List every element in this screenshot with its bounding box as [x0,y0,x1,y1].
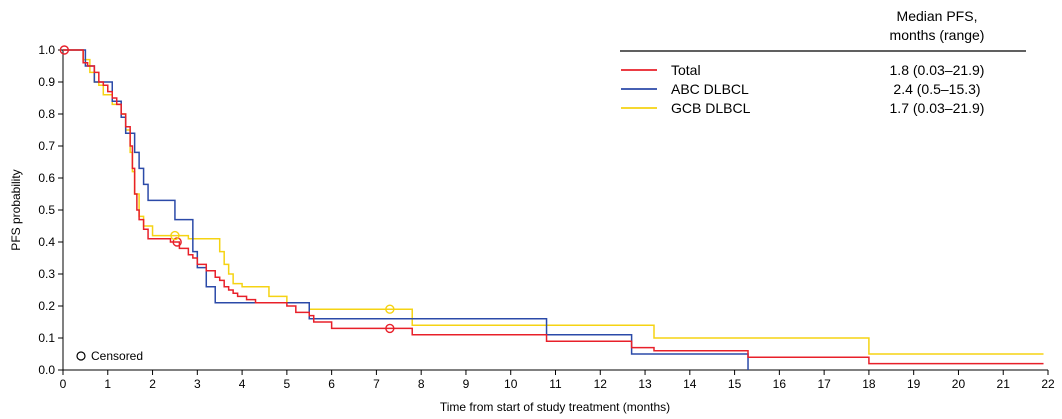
legend-median: 2.4 (0.5–15.3) [893,81,980,97]
plot-area: 0 1 2 3 4 5 6 7 8 9 10 11 12 13 14 15 16 17 18 19 20 21 22 0.0… [38,43,1055,391]
x-tick-label: 4 [239,377,246,391]
censor-marks [59,45,395,334]
censored-mark [170,230,180,241]
x-tick-label: 1 [104,377,111,391]
legend: Median PFS, months (range) Total 1.8 (0.0… [620,8,1026,116]
censored-mark [385,323,395,334]
legend-label: Total [671,62,701,78]
x-tick-label: 16 [773,377,787,391]
x-tick-label: 10 [504,377,518,391]
x-tick-label: 3 [194,377,201,391]
legend-header-line-2: months (range) [890,27,985,43]
x-ticks: 0 1 2 3 4 5 6 7 8 9 10 11 12 13 14 15 16 17 18 19 20 21 22 [60,370,1055,391]
x-tick-label: 2 [149,377,156,391]
y-tick-label: 0.1 [38,331,55,345]
x-tick-label: 9 [463,377,470,391]
y-axis-title: PFS probability [9,169,23,250]
x-tick-label: 18 [862,377,876,391]
x-tick-label: 22 [1041,377,1055,391]
y-tick-label: 0.6 [38,171,55,185]
y-tick-label: 0.0 [38,363,55,377]
y-tick-label: 0.2 [38,299,55,313]
x-tick-label: 5 [284,377,291,391]
censored-key: Censored [76,349,143,363]
legend-median: 1.7 (0.03–21.9) [890,100,985,116]
series-lines [63,49,1044,370]
y-tick-label: 0.8 [38,107,55,121]
x-tick-label: 21 [997,377,1011,391]
legend-label: ABC DLBCL [671,81,749,97]
x-tick-label: 8 [418,377,425,391]
legend-entries: Total 1.8 (0.03–21.9) ABC DLBCL 2.4 (0.5–15… [621,62,984,116]
censored-mark [59,45,70,55]
x-tick-label: 6 [328,377,335,391]
y-ticks: 0.0 0.1 0.2 0.3 0.4 0.5 0.6 0.7 0.8 0.9 1.0 [38,43,63,377]
y-tick-label: 0.3 [38,267,55,281]
y-tick-label: 0.9 [38,75,55,89]
x-tick-label: 0 [60,377,67,391]
y-tick-label: 0.5 [38,203,55,217]
x-tick-label: 11 [549,377,562,391]
x-tick-label: 7 [373,377,380,391]
x-axis-title: Time from start of study treatment (mont… [440,400,670,414]
x-tick-label: 19 [907,377,921,391]
y-tick-label: 1.0 [38,43,55,57]
series-line-abc-dlbcl [63,49,749,370]
legend-label: GCB DLBCL [671,100,751,116]
legend-header-line-1: Median PFS, [897,8,978,24]
x-tick-label: 15 [728,377,742,391]
x-tick-label: 17 [817,377,831,391]
legend-median: 1.8 (0.03–21.9) [890,62,985,78]
censored-mark [172,237,182,247]
x-tick-label: 14 [683,377,697,391]
x-tick-label: 12 [594,377,608,391]
censored-key-marker [76,351,86,361]
censored-mark [385,304,395,314]
y-tick-label: 0.7 [38,139,55,153]
x-tick-label: 13 [638,377,652,391]
series-line-total [63,49,1044,365]
x-tick-label: 20 [952,377,966,391]
censored-key-label: Censored [91,349,143,363]
y-tick-label: 0.4 [38,235,55,249]
